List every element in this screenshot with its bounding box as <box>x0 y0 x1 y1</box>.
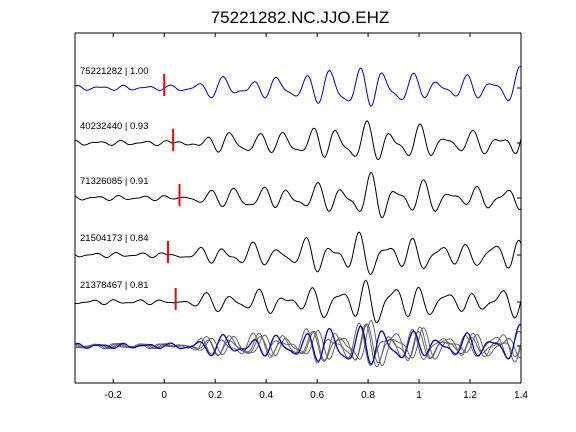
trace-label: 71326085 | 0.91 <box>80 176 149 187</box>
trace-label: 75221282 | 1.00 <box>80 66 149 77</box>
plot-area-frame <box>74 32 522 384</box>
x-tick-label: 0.8 <box>361 390 375 401</box>
trace-label: 21504173 | 0.84 <box>80 233 149 244</box>
waveform-trace <box>74 231 522 275</box>
stack-reference-trace <box>74 323 522 365</box>
x-axis: -0.2 0 0.2 0.4 0.6 0.8 1 1.2 1.4 <box>105 33 528 401</box>
x-tick-label: 0.2 <box>208 390 222 401</box>
trace-label: 21378467 | 0.81 <box>80 280 149 291</box>
x-tick-label: 0 <box>161 390 167 401</box>
x-tick-label: 1 <box>416 390 422 401</box>
stack-trace <box>74 323 522 368</box>
waveform-trace <box>74 65 522 107</box>
trace-label: 40232440 | 0.93 <box>80 121 149 132</box>
x-tick-label: -0.2 <box>105 390 123 401</box>
x-tick-label: 1.4 <box>514 390 528 401</box>
chart-title: 75221282.NC.JJO.EHZ <box>211 8 390 27</box>
waveform-trace <box>74 279 522 324</box>
x-tick-label: 0.6 <box>310 390 324 401</box>
trace-group: 75221282 | 1.00 40232440 | 0.93 71326085 |… <box>74 65 522 324</box>
waveform-trace <box>74 120 522 161</box>
x-tick-label: 0.4 <box>259 390 273 401</box>
stack-group <box>74 319 522 368</box>
waveform-trace <box>74 171 522 219</box>
x-tick-label: 1.2 <box>463 390 477 401</box>
